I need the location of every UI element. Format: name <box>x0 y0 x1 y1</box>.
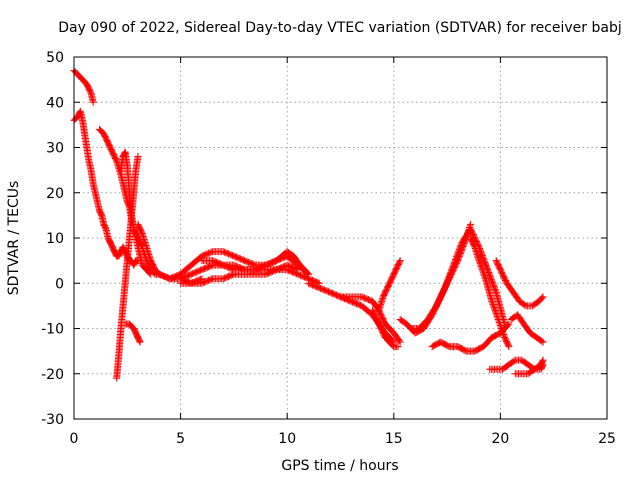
x-axis-label: GPS time / hours <box>281 458 398 474</box>
data-point <box>476 258 484 266</box>
data-point <box>505 343 513 351</box>
data-point <box>488 297 496 305</box>
data-point <box>478 264 486 272</box>
data-series-track-6 <box>117 148 155 278</box>
data-point <box>396 338 404 346</box>
data-point <box>293 265 301 273</box>
data-series-track-5 <box>121 320 144 346</box>
data-point <box>479 267 487 275</box>
chart-title: Day 090 of 2022, Sidereal Day-to-day VTE… <box>58 20 621 36</box>
data-point <box>477 261 485 269</box>
data-point <box>480 272 488 280</box>
data-point <box>489 300 497 308</box>
data-point <box>493 311 501 319</box>
x-tick-label: 0 <box>70 431 79 447</box>
data-point <box>490 303 498 311</box>
data-point <box>89 98 97 106</box>
data-point <box>539 338 547 346</box>
x-tick-label: 25 <box>598 431 616 447</box>
data-series-track-4 <box>113 153 142 382</box>
data-point <box>207 248 215 256</box>
data-point <box>493 312 501 320</box>
data-point <box>480 270 488 278</box>
data-point <box>294 266 302 274</box>
data-point <box>396 257 404 265</box>
data-series-track-20 <box>492 257 547 310</box>
y-tick-label: 10 <box>46 231 64 247</box>
data-point <box>495 317 503 325</box>
data-point <box>496 320 504 328</box>
data-point <box>146 269 154 277</box>
x-tick-label: 5 <box>176 431 185 447</box>
data-point <box>488 299 496 307</box>
x-tick-label: 20 <box>491 431 509 447</box>
data-point <box>481 273 489 281</box>
data-point <box>477 263 485 271</box>
data-point <box>394 343 402 351</box>
y-tick-label: 20 <box>46 186 64 202</box>
y-tick-label: -20 <box>41 367 64 383</box>
data-series-track-14 <box>368 306 402 351</box>
data-series-track-2 <box>70 107 142 269</box>
data-series-track-23 <box>511 356 547 378</box>
data-point <box>479 269 487 277</box>
y-axis-label: SDTVAR / TECUs <box>6 181 22 296</box>
data-point <box>494 314 502 322</box>
data-series-track-19 <box>428 320 513 355</box>
data-point <box>539 293 547 301</box>
data-point <box>239 265 247 273</box>
axis-ticks: 0 5 10 15 20 25 -30 -20 -10 0 10 20 30 40 50 <box>41 50 616 447</box>
data-point <box>494 315 502 323</box>
data-point <box>491 306 499 314</box>
data-point <box>134 153 142 161</box>
data-point <box>229 271 237 279</box>
data-point <box>207 275 215 283</box>
y-tick-label: 50 <box>46 50 64 66</box>
data-series-track-22 <box>486 356 547 373</box>
data-point <box>504 321 512 329</box>
data-point <box>396 258 404 266</box>
y-tick-label: -10 <box>41 322 64 338</box>
data-series-track-17 <box>407 225 509 332</box>
y-tick-label: 0 <box>55 276 64 292</box>
data-point <box>492 308 500 316</box>
data-point <box>491 305 499 313</box>
data-series-track-1 <box>70 67 97 106</box>
data-point <box>496 321 504 329</box>
data-point <box>492 287 500 295</box>
data-point <box>495 318 503 326</box>
data-point <box>395 337 403 345</box>
data-point <box>475 257 483 265</box>
data-point <box>538 294 546 302</box>
data-point <box>538 337 546 345</box>
data-point <box>539 357 547 365</box>
data-point <box>136 337 144 345</box>
data-point <box>492 309 500 317</box>
data-point <box>521 301 529 309</box>
data-point <box>489 302 497 310</box>
data-point <box>136 338 144 346</box>
data-point <box>218 261 226 269</box>
data-point <box>505 320 513 328</box>
data-series-track-11 <box>198 257 302 274</box>
data-point <box>147 270 155 278</box>
data-series-group <box>70 67 547 382</box>
x-tick-label: 15 <box>385 431 403 447</box>
data-point <box>510 357 518 365</box>
data-series-track-15 <box>375 257 404 314</box>
y-tick-label: 40 <box>46 95 64 111</box>
data-series-track-21 <box>507 311 547 346</box>
y-tick-label: 30 <box>46 141 64 157</box>
data-point <box>539 356 547 364</box>
x-tick-label: 10 <box>278 431 296 447</box>
data-point <box>476 260 484 268</box>
data-point <box>478 266 486 274</box>
y-tick-label: -30 <box>41 412 64 428</box>
grid <box>74 57 607 419</box>
data-point <box>504 341 512 349</box>
